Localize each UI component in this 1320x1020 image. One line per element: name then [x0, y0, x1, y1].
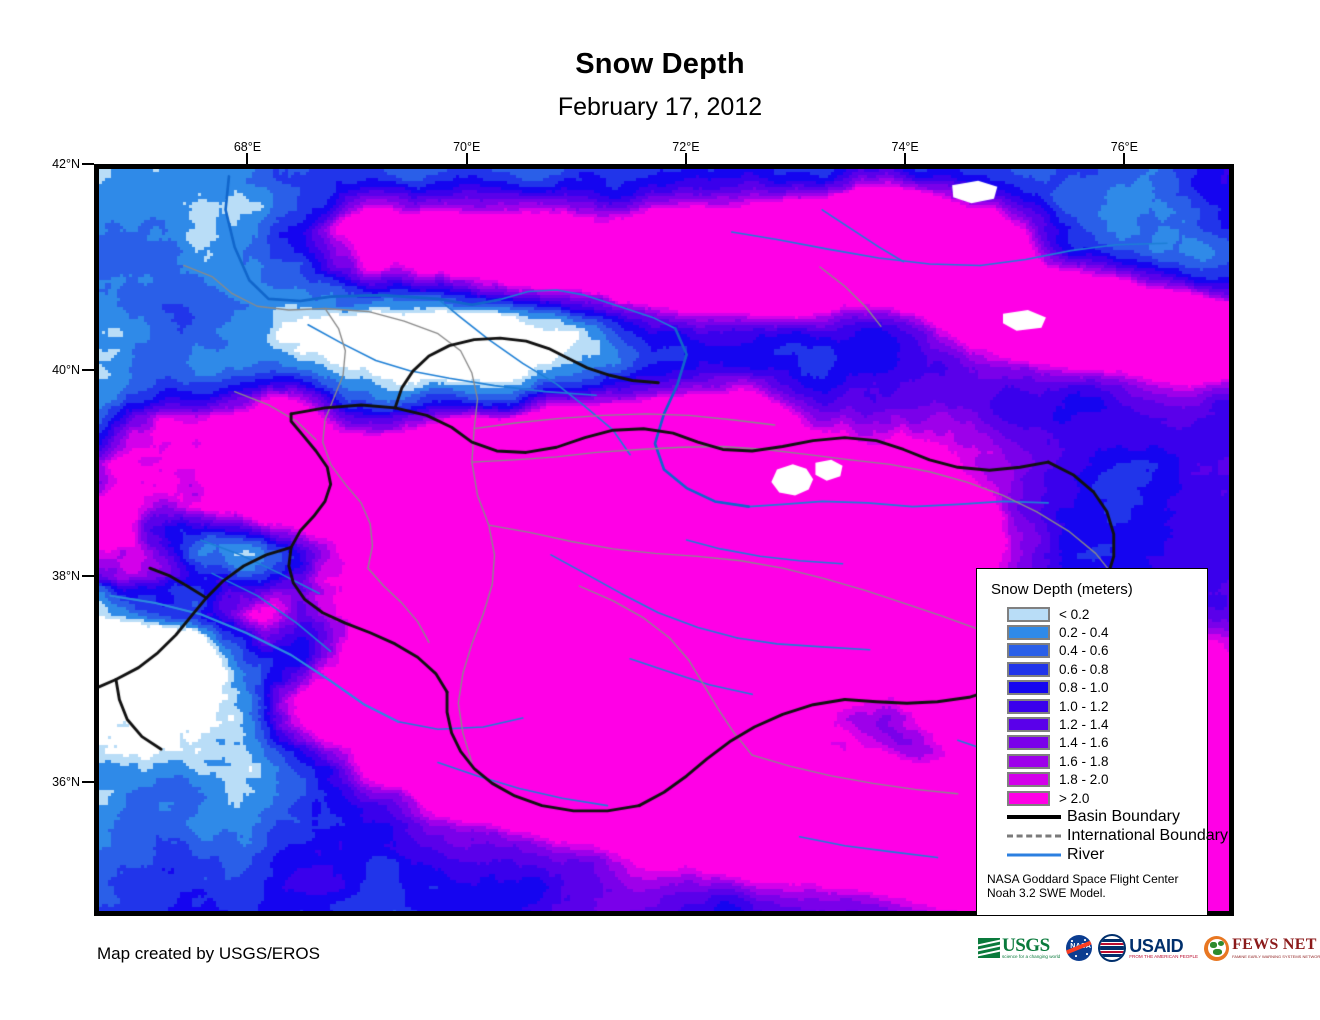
- fewsnet-logo: FEWS NET FAMINE EARLY WARNING SYSTEMS NE…: [1204, 932, 1320, 964]
- usgs-logo: USGS science for a changing world: [978, 932, 1060, 964]
- latitude-tick-mark: [82, 781, 94, 784]
- legend-swatch-color: [1007, 717, 1050, 733]
- legend-line-label: Basin Boundary: [1067, 807, 1180, 825]
- legend-swatch-label: 1.4 - 1.6: [1059, 735, 1109, 751]
- longitude-tick-mark: [246, 153, 249, 164]
- usgs-tagline: science for a changing world: [1002, 954, 1061, 959]
- latitude-tick-mark: [82, 369, 94, 372]
- longitude-tick-label: 68°E: [233, 140, 262, 154]
- legend-swatch-row: 1.8 - 2.0: [1007, 771, 1207, 789]
- legend-line-row: International Boundary: [1007, 826, 1228, 845]
- legend-panel: Snow Depth (meters) < 0.2 0.2 - 0.4 0.4 - …: [976, 568, 1228, 916]
- legend-line-symbol: [1007, 811, 1061, 823]
- legend-swatch-list: < 0.2 0.2 - 0.4 0.4 - 0.6 0.6 - 0.8 0.8 - 1.…: [977, 605, 1207, 807]
- usaid-wordmark: USAID: [1129, 935, 1184, 956]
- legend-swatch-row: 0.8 - 1.0: [1007, 679, 1207, 697]
- longitude-tick-mark: [1123, 153, 1126, 164]
- legend-swatch-row: > 2.0: [1007, 789, 1207, 807]
- legend-swatch-row: 1.6 - 1.8: [1007, 752, 1207, 770]
- latitude-tick-label: 38°N: [52, 569, 80, 584]
- agency-logo-strip: USGS science for a changing world NASA: [978, 930, 1320, 966]
- latitude-tick-mark: [82, 575, 94, 578]
- legend-swatch-label: 1.0 - 1.2: [1059, 698, 1109, 714]
- fewsnet-tagline: FAMINE EARLY WARNING SYSTEMS NETWORK: [1232, 954, 1320, 959]
- legend-swatch-color: [1007, 606, 1050, 622]
- nasa-logo: NASA: [1066, 932, 1093, 964]
- page-title: Snow Depth: [575, 48, 745, 80]
- longitude-tick-label: 70°E: [453, 140, 481, 154]
- legend-swatch-label: 0.2 - 0.4: [1059, 625, 1109, 641]
- legend-title: Snow Depth (meters): [991, 581, 1133, 598]
- legend-swatch-row: < 0.2: [1007, 605, 1207, 623]
- usaid-tagline: FROM THE AMERICAN PEOPLE: [1129, 953, 1199, 959]
- legend-line-list: Basin Boundary International Boundary Rive…: [977, 807, 1228, 864]
- latitude-tick-label: 42°N: [52, 157, 80, 171]
- latitude-tick-label: 36°N: [52, 775, 80, 790]
- legend-swatch-color: [1007, 735, 1050, 751]
- legend-swatch-label: > 2.0: [1059, 790, 1090, 806]
- legend-swatch-color: [1007, 625, 1050, 641]
- fewsnet-wordmark: FEWS NET: [1232, 935, 1317, 953]
- legend-line-row: Basin Boundary: [1007, 807, 1207, 826]
- legend-line-symbol: [1007, 830, 1061, 842]
- legend-swatch-row: 0.2 - 0.4: [1007, 623, 1207, 641]
- legend-swatch-label: 1.2 - 1.4: [1059, 717, 1109, 733]
- legend-swatch-color: [1007, 698, 1050, 714]
- legend-swatch-row: 1.4 - 1.6: [1007, 734, 1207, 752]
- legend-swatch-row: 1.2 - 1.4: [1007, 715, 1207, 733]
- legend-swatch-color: [1007, 661, 1050, 677]
- nasa-meatball-icon: NASA: [1066, 935, 1093, 961]
- legend-swatch-label: 1.6 - 1.8: [1059, 753, 1109, 769]
- legend-swatch-color: [1007, 680, 1050, 696]
- latitude-tick-mark: [82, 163, 94, 165]
- legend-swatch-row: 1.0 - 1.2: [1007, 697, 1207, 715]
- legend-swatch-color: [1007, 790, 1050, 806]
- legend-credit-line2: Noah 3.2 SWE Model.: [987, 886, 1106, 901]
- legend-swatch-label: 0.4 - 0.6: [1059, 643, 1109, 659]
- longitude-tick-mark: [904, 153, 907, 164]
- longitude-tick-label: 76°E: [1110, 140, 1138, 154]
- legend-swatch-color: [1007, 753, 1050, 769]
- longitude-tick-label: 74°E: [891, 140, 919, 154]
- legend-line-row: River: [1007, 845, 1207, 864]
- usaid-logo: USAID FROM THE AMERICAN PEOPLE: [1098, 932, 1198, 964]
- longitude-tick-label: 72°E: [672, 140, 700, 154]
- legend-line-label: River: [1067, 845, 1105, 863]
- legend-line-symbol: [1007, 849, 1061, 861]
- legend-swatch-label: < 0.2: [1059, 606, 1090, 622]
- legend-line-label: International Boundary: [1067, 826, 1228, 844]
- legend-swatch-color: [1007, 643, 1050, 659]
- fewsnet-globe-icon: [1204, 935, 1230, 961]
- usgs-wordmark: USGS: [1002, 935, 1050, 956]
- legend-credit-line1: NASA Goddard Space Flight Center: [987, 872, 1179, 887]
- legend-credit: NASA Goddard Space Flight Center Noah 3.…: [987, 872, 1207, 900]
- legend-swatch-row: 0.6 - 0.8: [1007, 660, 1207, 678]
- footer-credit: Map created by USGS/EROS: [97, 944, 320, 963]
- legend-swatch-label: 0.6 - 0.8: [1059, 661, 1109, 677]
- legend-swatch-row: 0.4 - 0.6: [1007, 642, 1207, 660]
- latitude-tick-label: 40°N: [52, 363, 80, 378]
- legend-swatch-label: 0.8 - 1.0: [1059, 680, 1109, 696]
- usgs-mark-icon: [978, 938, 1000, 958]
- longitude-tick-mark: [684, 153, 687, 164]
- longitude-tick-mark: [465, 153, 468, 164]
- usaid-seal-icon: [1098, 934, 1127, 962]
- legend-swatch-label: 1.8 - 2.0: [1059, 772, 1109, 788]
- legend-swatch-color: [1007, 772, 1050, 788]
- page-subtitle: February 17, 2012: [557, 93, 763, 121]
